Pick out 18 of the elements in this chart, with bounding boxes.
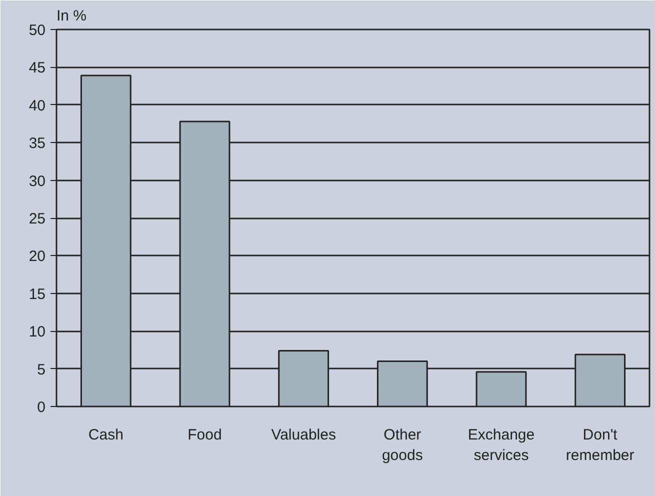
y-tick-label: 0 — [37, 399, 46, 416]
x-tick-label: Don't remember — [566, 426, 634, 464]
y-tick-label: 30 — [28, 172, 46, 190]
y-tick-label: 15 — [28, 286, 46, 303]
x-tick-label: Other goods — [382, 426, 423, 464]
y-tick-label: 50 — [28, 22, 46, 39]
x-tick-label: Cash — [88, 426, 124, 444]
x-tick-label: Food — [188, 426, 222, 444]
y-axis-title: In % — [56, 8, 87, 24]
x-tick-label: Exchange services — [468, 426, 535, 464]
y-tick-label: 10 — [28, 324, 46, 341]
y-tick-label: 45 — [28, 60, 46, 77]
y-tick-label: 40 — [28, 97, 46, 114]
y-tick-label: 20 — [28, 248, 46, 266]
y-tick-label: 25 — [28, 210, 46, 228]
y-tick-label: 5 — [37, 361, 46, 378]
y-tick-label: 35 — [28, 135, 46, 152]
x-tick-label: Valuables — [271, 426, 336, 444]
